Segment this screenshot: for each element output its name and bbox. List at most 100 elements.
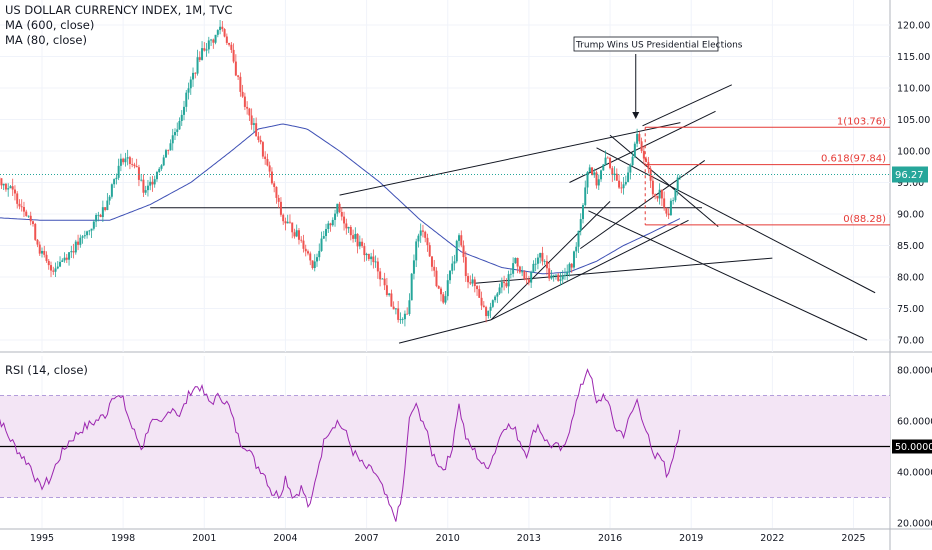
candle-body	[54, 268, 57, 272]
candle-body	[593, 172, 596, 176]
candle-body	[241, 91, 244, 97]
candle-body	[255, 123, 258, 137]
candle-body	[47, 260, 50, 266]
candle-body	[302, 240, 305, 249]
candle-body	[142, 179, 145, 193]
candle-body	[155, 172, 158, 180]
candle-body	[651, 180, 654, 195]
trend-line	[580, 160, 706, 250]
candle-body	[647, 162, 650, 169]
trend-line	[490, 201, 611, 321]
candle-body	[4, 183, 7, 190]
legend-ma80: MA (80, close)	[5, 33, 87, 47]
candle-body	[649, 168, 652, 181]
annotation-text: Trump Wins US Presidential Elections	[575, 41, 743, 51]
candle-body	[550, 275, 553, 279]
candle-body	[597, 179, 600, 186]
rsi-tick-label: 20.0000	[897, 519, 932, 530]
candle-body	[13, 189, 16, 194]
candle-body	[293, 232, 296, 237]
candle-body	[164, 150, 167, 158]
candle-body	[61, 260, 64, 262]
price-tick-label: 80.00	[897, 273, 924, 284]
candle-body	[491, 300, 494, 307]
candle-body	[18, 203, 21, 207]
fib-label: 1(103.76)	[837, 116, 886, 127]
x-tick-label: 1995	[30, 533, 54, 544]
candle-body	[90, 228, 93, 231]
candle-body	[88, 230, 91, 232]
candle-body	[642, 150, 645, 159]
candle-body	[620, 187, 623, 189]
candle-body	[270, 171, 273, 184]
legend-ma600: MA (600, close)	[5, 18, 95, 32]
candle-body	[203, 48, 206, 51]
candle-body	[385, 285, 388, 295]
rsi-tick-label: 60.0000	[897, 417, 932, 428]
candle-body	[658, 189, 661, 199]
candle-body	[160, 165, 163, 169]
candle-body	[309, 253, 312, 261]
candle-body	[534, 263, 537, 265]
candle-body	[0, 178, 3, 186]
candle-body	[496, 293, 499, 297]
candle-body	[228, 42, 231, 45]
candle-body	[356, 233, 359, 247]
candle-body	[602, 164, 605, 171]
candle-body	[59, 261, 62, 267]
candle-body	[252, 123, 255, 125]
candle-body	[624, 181, 627, 185]
candle-body	[566, 271, 569, 275]
candle-body	[638, 134, 641, 142]
candle-body	[104, 207, 107, 211]
candle-body	[471, 279, 474, 284]
candle-body	[444, 296, 447, 303]
candle-body	[221, 26, 224, 30]
candle-body	[575, 246, 578, 252]
candle-body	[185, 92, 188, 107]
candle-body	[570, 263, 573, 268]
candle-body	[600, 170, 603, 180]
candle-body	[365, 253, 368, 256]
candle-body	[144, 190, 147, 193]
candle-body	[171, 135, 174, 144]
candle-body	[92, 221, 95, 229]
candle-body	[397, 308, 400, 320]
candle-body	[183, 106, 186, 115]
candle-body	[669, 200, 672, 216]
candle-body	[478, 289, 481, 298]
candle-body	[640, 141, 643, 151]
candle-body	[370, 256, 373, 260]
candle-body	[627, 172, 630, 182]
candle-body	[548, 268, 551, 279]
candle-body	[595, 172, 598, 186]
candle-body	[521, 271, 524, 273]
candle-body	[43, 250, 46, 255]
candle-body	[131, 163, 134, 165]
candle-body	[363, 246, 366, 256]
candle-body	[516, 257, 519, 267]
candle-body	[514, 257, 517, 264]
candle-body	[74, 241, 77, 253]
trend-line	[339, 122, 681, 196]
candle-body	[631, 156, 634, 166]
candle-body	[435, 270, 438, 287]
candle-body	[629, 165, 632, 173]
candle-body	[7, 188, 10, 190]
candle-body	[487, 310, 490, 317]
candle-body	[667, 213, 670, 216]
candle-body	[126, 157, 129, 159]
candle-body	[678, 176, 681, 178]
candle-body	[582, 205, 584, 220]
candle-body	[192, 72, 195, 80]
candle-body	[20, 206, 23, 208]
candle-body	[512, 263, 515, 274]
candle-body	[572, 251, 575, 268]
price-tick-label: 120.00	[897, 21, 930, 32]
candle-body	[381, 278, 384, 280]
candle-body	[588, 167, 591, 173]
candle-body	[543, 261, 546, 262]
candle-body	[561, 275, 564, 280]
candle-body	[611, 168, 614, 175]
candle-body	[494, 296, 497, 301]
